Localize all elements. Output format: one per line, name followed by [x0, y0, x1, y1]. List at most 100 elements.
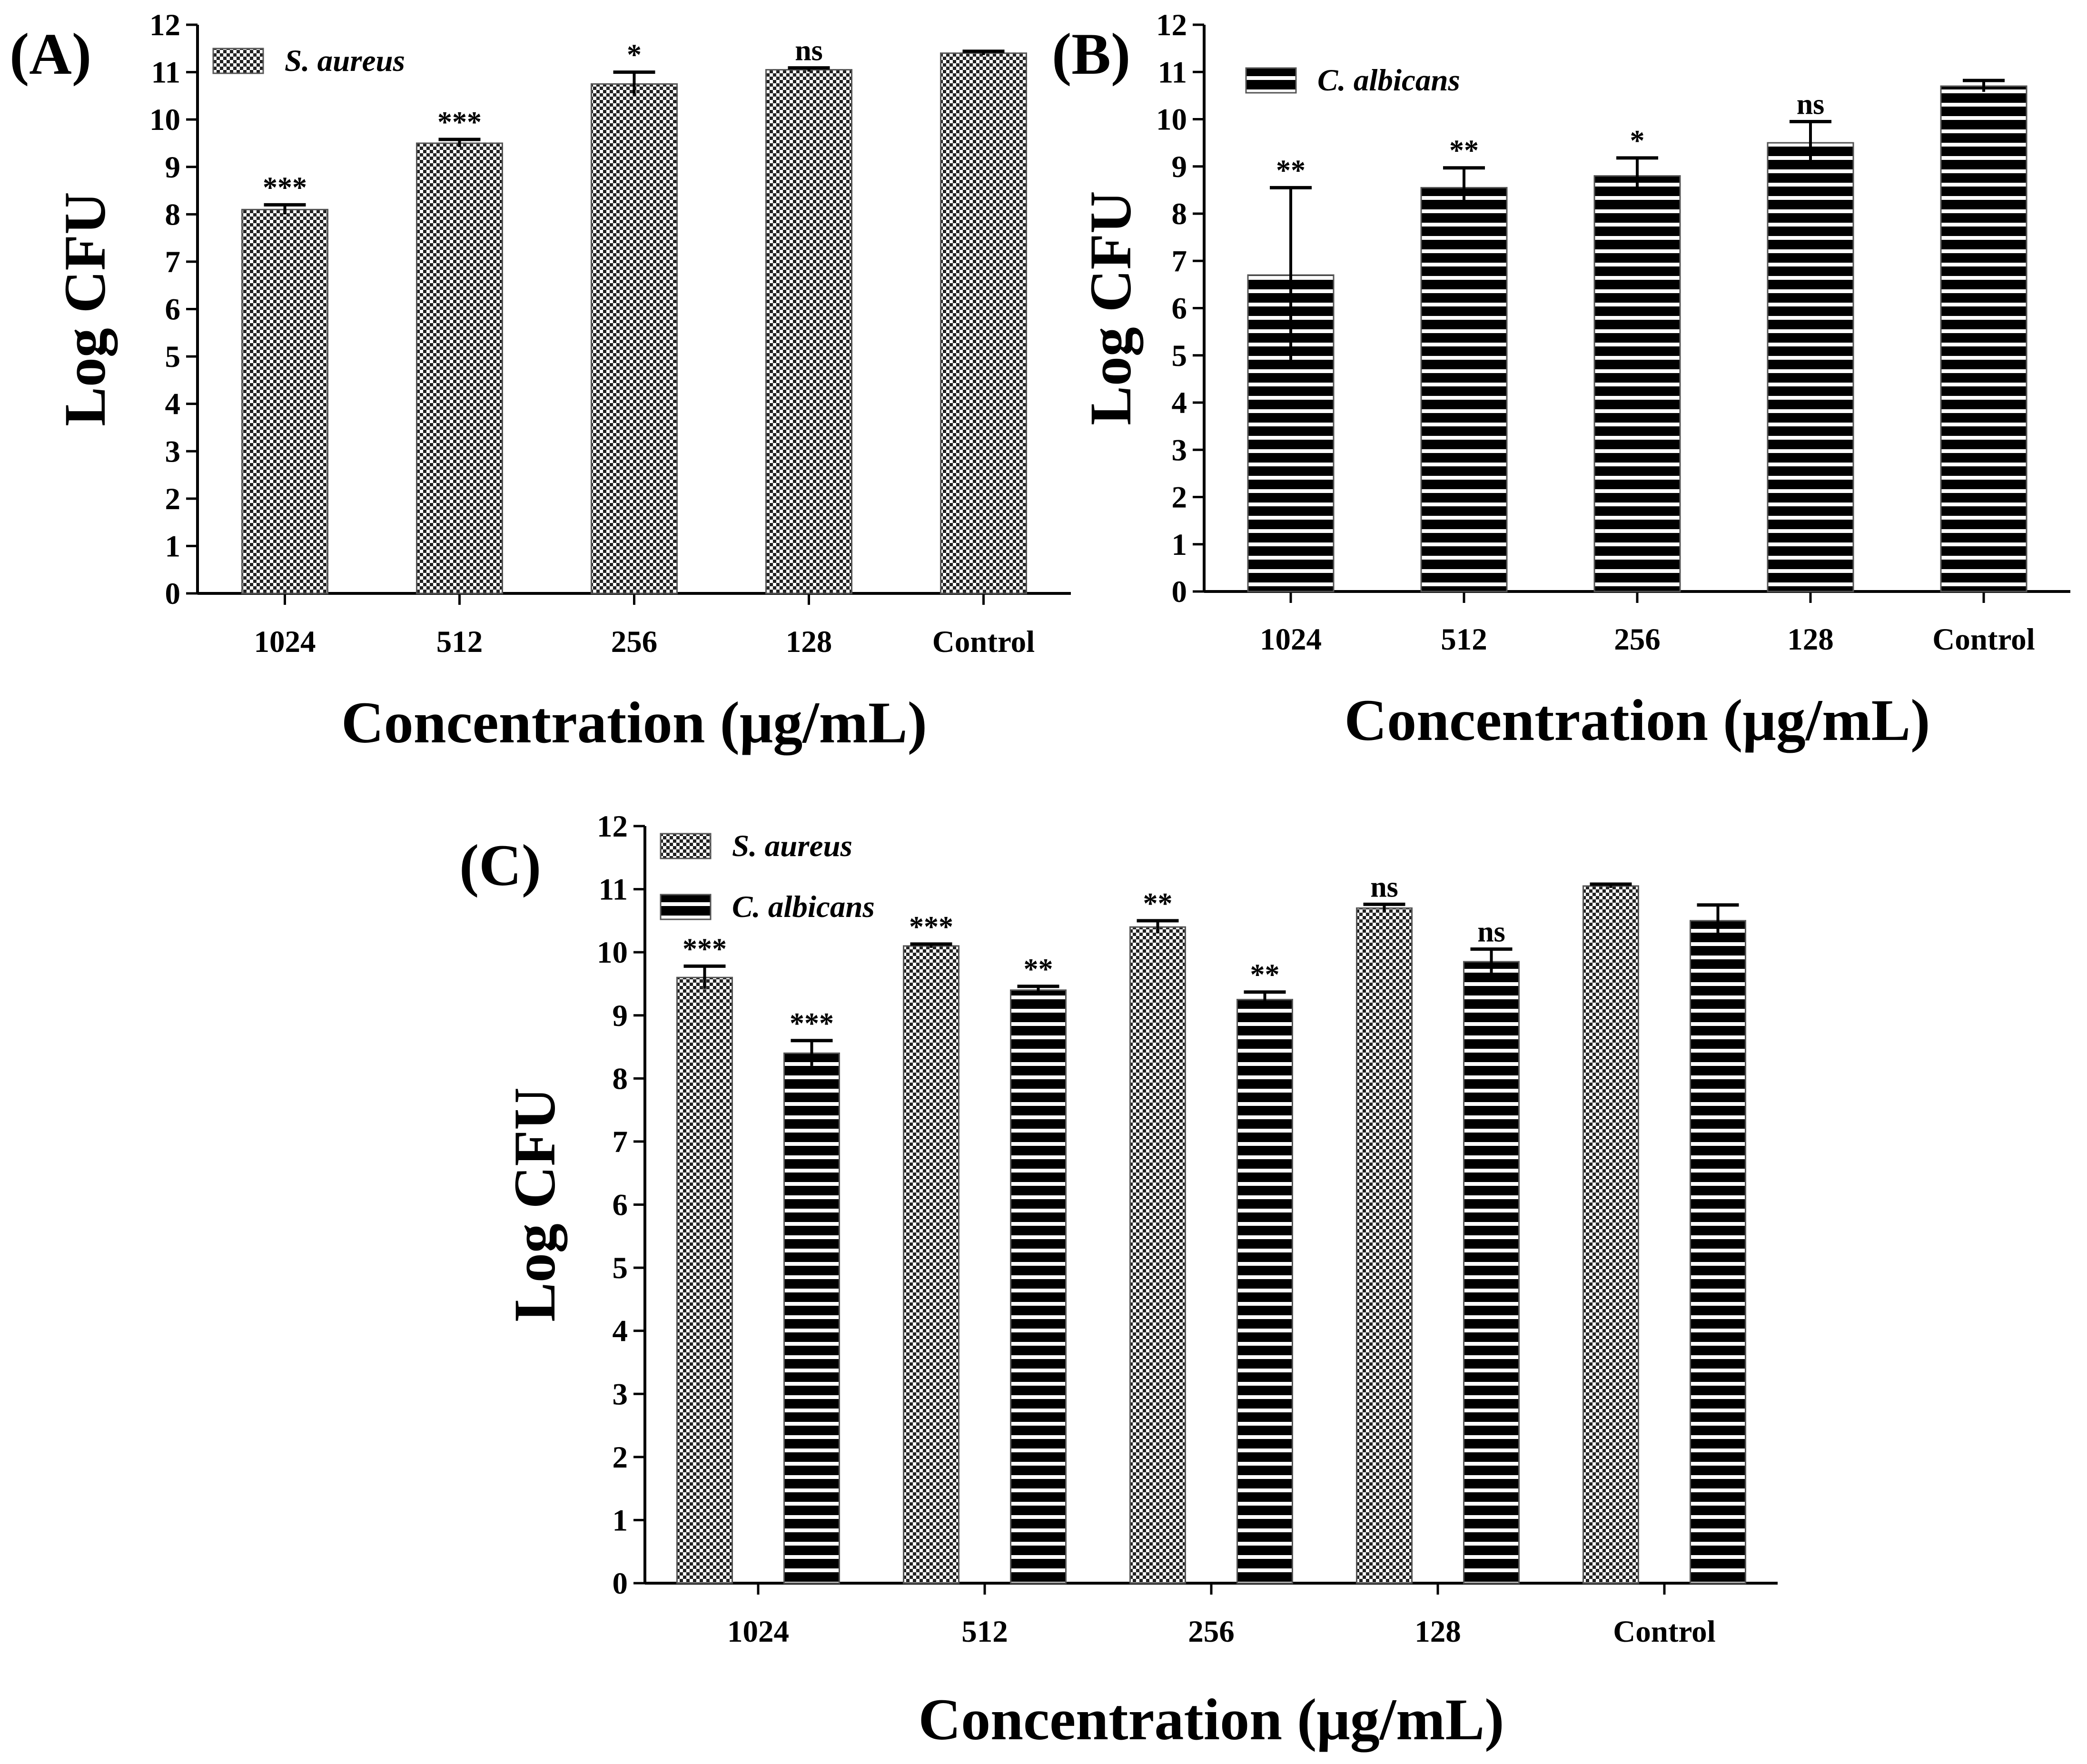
bar: [1010, 989, 1067, 1584]
bar: [903, 945, 959, 1584]
bar: [1356, 907, 1413, 1584]
panel-label: (B): [1052, 21, 1130, 87]
y-tick-label: 0: [613, 1567, 628, 1601]
legend-swatch: [1245, 67, 1297, 94]
significance-label: ***: [437, 106, 482, 138]
y-axis-label: Log CFU: [52, 192, 118, 426]
significance-label: *: [1630, 125, 1645, 157]
x-axis-label: Concentration (μg/mL): [1345, 688, 1930, 753]
x-tick-label: 1024: [254, 625, 316, 659]
legend-label: C. albicans: [732, 890, 875, 924]
y-tick-label: 6: [165, 293, 181, 327]
y-tick-label: 1: [1172, 528, 1187, 562]
y-tick-label: 7: [1172, 244, 1187, 278]
significance-label: *: [627, 39, 642, 71]
x-tick-label: 128: [1414, 1615, 1461, 1649]
panel-label: (C): [459, 833, 541, 898]
x-tick-label: 512: [1441, 622, 1487, 657]
bar: [1690, 920, 1746, 1584]
bar: [783, 1052, 840, 1584]
x-tick-label: 128: [786, 625, 832, 659]
y-tick-label: 2: [165, 482, 181, 516]
y-tick-label: 4: [1172, 386, 1187, 420]
x-axis-label: Concentration (μg/mL): [341, 690, 927, 756]
bar: [676, 976, 733, 1584]
bar: [1767, 142, 1854, 592]
y-tick-label: 8: [165, 197, 181, 232]
bar: [416, 142, 503, 594]
y-tick-label: 3: [1172, 433, 1187, 467]
y-tick-label: 12: [1156, 8, 1187, 42]
y-tick-label: 9: [1172, 150, 1187, 184]
y-tick-label: 10: [149, 103, 180, 137]
y-tick-label: 4: [165, 387, 181, 422]
y-tick-label: 2: [613, 1440, 628, 1475]
significance-label: ***: [682, 933, 727, 965]
x-tick-label: 256: [1614, 622, 1661, 657]
bar: [1129, 926, 1186, 1584]
y-axis-label: Log CFU: [502, 1087, 568, 1322]
significance-label: ***: [790, 1007, 834, 1040]
bar: [1236, 999, 1293, 1584]
x-tick-label: 256: [1188, 1615, 1235, 1649]
significance-label: ns: [1797, 88, 1825, 120]
bar: [940, 52, 1027, 594]
x-tick-label: 512: [436, 625, 483, 659]
x-tick-label: 256: [611, 625, 658, 659]
significance-label: **: [1250, 959, 1280, 991]
y-tick-label: 3: [165, 434, 181, 469]
y-tick-label: 8: [1172, 197, 1187, 231]
legend-swatch: [660, 894, 712, 920]
significance-label: ns: [1370, 871, 1398, 903]
significance-label: ***: [909, 911, 953, 943]
y-tick-label: 0: [165, 577, 181, 611]
y-tick-label: 5: [613, 1251, 628, 1285]
y-tick-label: 6: [613, 1188, 628, 1222]
significance-label: **: [1449, 135, 1479, 167]
legend-swatch: [660, 833, 712, 859]
y-tick-label: 2: [1172, 481, 1187, 515]
x-tick-label: Control: [932, 625, 1035, 659]
significance-label: **: [1276, 154, 1306, 187]
significance-label: **: [1143, 887, 1173, 920]
significance-label: **: [1024, 953, 1053, 985]
y-tick-label: 3: [613, 1377, 628, 1411]
y-tick-label: 10: [597, 936, 628, 970]
y-tick-label: 12: [149, 8, 180, 42]
y-tick-label: 0: [1172, 575, 1187, 609]
bar: [1420, 187, 1508, 592]
y-tick-label: 4: [613, 1314, 628, 1349]
bar: [1940, 85, 2028, 592]
bar: [765, 69, 852, 594]
x-tick-label: 1024: [1260, 622, 1322, 657]
y-tick-label: 8: [613, 1062, 628, 1096]
y-tick-label: 1: [613, 1503, 628, 1537]
bar: [591, 83, 678, 594]
y-tick-label: 1: [165, 529, 181, 563]
bar: [241, 208, 328, 594]
y-tick-label: 6: [1172, 292, 1187, 326]
y-tick-label: 12: [597, 809, 628, 844]
y-tick-label: 11: [599, 873, 628, 907]
x-tick-label: Control: [1613, 1615, 1715, 1649]
x-axis-label: Concentration (μg/mL): [919, 1687, 1504, 1753]
legend-label: C. albicans: [1317, 63, 1460, 98]
bar: [1593, 175, 1681, 592]
x-tick-label: 128: [1787, 622, 1834, 657]
y-tick-label: 10: [1156, 103, 1187, 137]
y-axis-label: Log CFU: [1078, 191, 1144, 425]
y-tick-label: 7: [613, 1125, 628, 1159]
bar: [1583, 885, 1639, 1584]
significance-label: ***: [263, 171, 307, 204]
significance-label: ns: [795, 35, 823, 67]
x-tick-label: Control: [1932, 622, 2035, 657]
panel-label: (A): [10, 21, 91, 87]
x-tick-label: 1024: [727, 1615, 789, 1649]
legend-label: S. aureus: [732, 829, 852, 863]
y-tick-label: 11: [151, 56, 180, 90]
legend-label: S. aureus: [285, 44, 405, 78]
